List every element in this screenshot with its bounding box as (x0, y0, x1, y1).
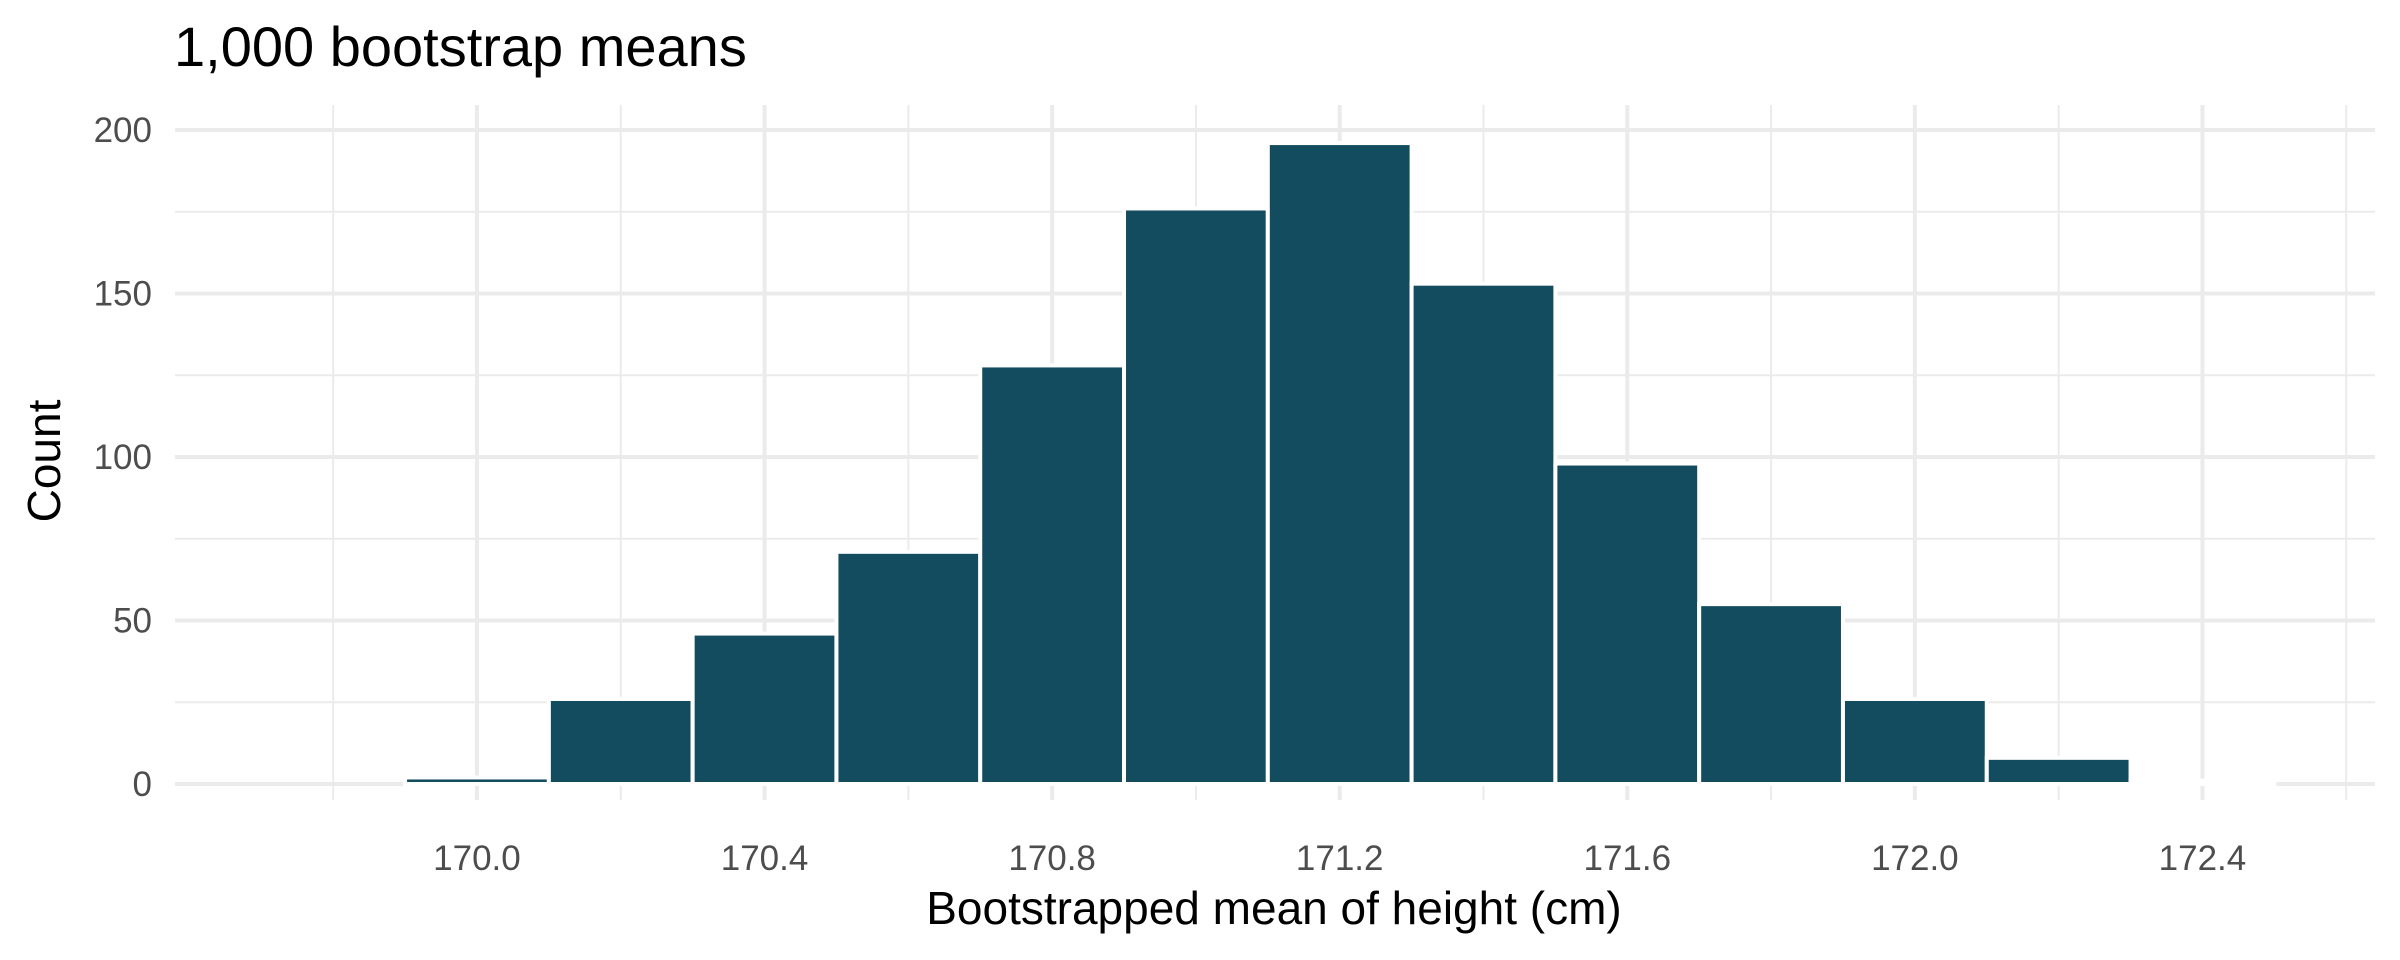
histogram-bar (1122, 206, 1270, 787)
x-tick-label: 171.6 (1583, 839, 1671, 878)
histogram-bar (978, 363, 1127, 786)
x-axis-title: Bootstrapped mean of height (cm) (926, 882, 1621, 934)
x-tick-label: 172.4 (2159, 839, 2247, 878)
histogram-bar (690, 631, 839, 787)
histogram-bar (1265, 141, 1414, 786)
histogram-bar (403, 775, 551, 787)
y-tick-label: 0 (133, 765, 152, 804)
y-tick-label: 50 (113, 602, 152, 641)
histogram-bar (1697, 602, 1845, 787)
y-tick-label: 150 (94, 275, 152, 314)
x-tick-label: 171.2 (1296, 839, 1384, 878)
histogram-bar (546, 696, 695, 786)
y-axis-title: Count (18, 399, 70, 522)
y-axis-tick-labels: 0 50 100 150 200 (94, 111, 152, 804)
histogram-bar (2128, 778, 2277, 786)
histogram-bar (834, 549, 983, 787)
y-tick-label: 200 (94, 111, 152, 150)
histogram-bar (1553, 461, 1702, 786)
histogram-bar (1984, 755, 2133, 787)
histogram-bar (1840, 696, 1989, 786)
x-axis-tick-labels: 170.0 170.4 170.8 171.2 171.6 172.0 172.4 (433, 839, 2246, 878)
histogram-bars (403, 141, 2277, 787)
x-tick-label: 170.4 (721, 839, 809, 878)
histogram-bar (1409, 281, 1558, 786)
y-tick-label: 100 (94, 438, 152, 477)
x-tick-label: 170.0 (433, 839, 521, 878)
chart-title: 1,000 bootstrap means (174, 15, 747, 78)
x-tick-label: 172.0 (1871, 839, 1959, 878)
x-tick-label: 170.8 (1008, 839, 1096, 878)
